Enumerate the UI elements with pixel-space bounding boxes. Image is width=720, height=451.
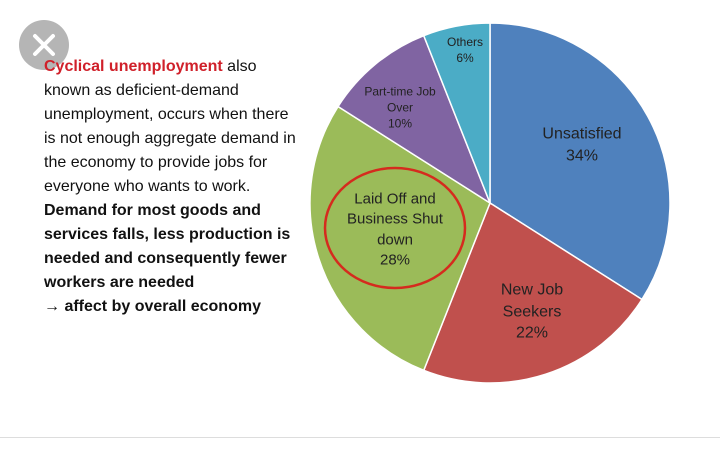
divider <box>0 437 720 438</box>
bold-text: Demand for most goods and services falls… <box>44 202 291 291</box>
slice-value: 10% <box>387 117 413 132</box>
pie-slice <box>489 22 671 301</box>
body-text: also known as deficient-demand unemploym… <box>44 58 296 195</box>
close-button[interactable] <box>19 20 69 70</box>
description: Cyclical unemployment also known as defi… <box>44 55 299 319</box>
slice-name: New Job Seekers <box>500 281 564 321</box>
slice-label: Laid Off and Business Shut down 28% <box>340 190 450 271</box>
slice-label: Others 6% <box>435 34 495 66</box>
slice-name: Laid Off and Business Shut down <box>347 190 443 249</box>
pie-slice <box>422 22 491 204</box>
pie-slice <box>309 105 491 372</box>
slice-value: 6% <box>456 51 474 65</box>
slice-name: Unsatisfied <box>542 125 622 143</box>
slice-value: 22% <box>515 324 549 342</box>
slice-name: Others <box>446 34 483 49</box>
arrow-text: → affect by overall economy <box>44 298 261 315</box>
heading: Cyclical unemployment <box>44 58 223 75</box>
slice-label: New Job Seekers 22% <box>487 280 577 345</box>
slice-label: Part-time Job Over 10% <box>350 84 450 133</box>
slice-label: Unsatisfied 34% <box>522 123 642 166</box>
slice-name: Part-time Job Over <box>364 84 436 115</box>
slice-value: 34% <box>565 147 599 164</box>
slice-value: 28% <box>379 251 411 269</box>
pie-slice <box>336 34 492 205</box>
highlight-circle <box>323 166 467 290</box>
pie-slice <box>422 201 644 384</box>
